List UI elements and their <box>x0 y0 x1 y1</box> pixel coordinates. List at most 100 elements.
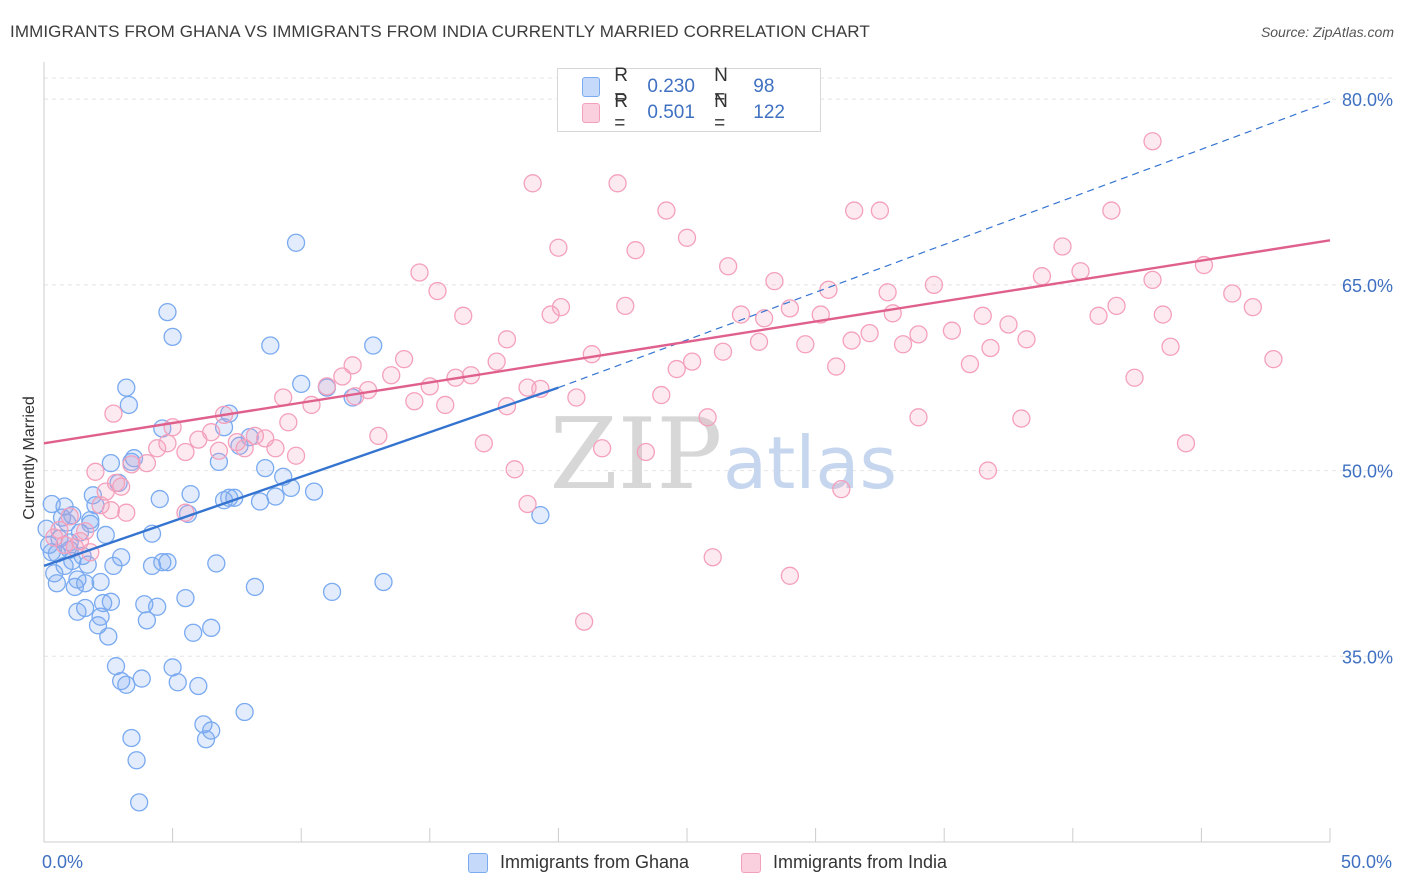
data-point <box>286 446 306 465</box>
data-point <box>523 174 542 193</box>
data-point <box>1153 305 1172 324</box>
data-point <box>428 281 447 301</box>
data-point <box>266 487 285 506</box>
n-label: N = <box>714 91 728 134</box>
data-point <box>541 305 560 324</box>
y-tick-labels: 35.0% 50.0% 65.0% 80.0% <box>1342 90 1393 667</box>
gridlines <box>44 77 1394 657</box>
data-point <box>70 531 90 551</box>
data-point <box>626 241 645 260</box>
axes <box>43 62 1331 843</box>
data-point <box>878 283 897 302</box>
data-point <box>47 574 67 593</box>
data-point <box>196 730 216 749</box>
data-point <box>235 439 254 458</box>
data-point <box>574 612 594 631</box>
data-point <box>142 556 162 576</box>
legend-item-india[interactable]: Immigrants from India <box>741 852 947 873</box>
legend-label-india: Immigrants from India <box>773 852 948 872</box>
data-point <box>1125 368 1144 387</box>
data-point <box>893 335 913 354</box>
data-point <box>101 453 121 473</box>
data-point <box>1089 306 1108 325</box>
data-point <box>978 461 998 480</box>
data-point <box>369 426 388 446</box>
data-point <box>304 482 324 501</box>
data-point <box>780 299 800 318</box>
data-point <box>96 525 115 545</box>
data-point <box>682 352 702 371</box>
data-point <box>474 434 493 453</box>
data-point <box>158 302 177 322</box>
data-point <box>184 623 203 642</box>
data-point <box>176 442 195 462</box>
data-point <box>616 296 635 316</box>
data-point <box>266 439 285 458</box>
trend-extension-ghana <box>558 101 1331 389</box>
data-point <box>924 275 944 295</box>
data-point <box>55 556 74 576</box>
data-point <box>261 336 280 355</box>
data-point <box>909 325 928 344</box>
data-point <box>999 315 1018 334</box>
legend-label-ghana: Immigrants from Ghana <box>500 852 690 872</box>
legend-swatch-india <box>582 103 601 123</box>
data-point <box>1071 262 1090 281</box>
data-point <box>1102 201 1121 220</box>
data-point <box>845 201 864 220</box>
data-point <box>158 553 177 572</box>
data-point <box>755 309 774 328</box>
data-point <box>518 494 537 514</box>
stats-row-ghana: R = 0.230 N = 98 <box>582 65 820 108</box>
data-point <box>292 374 311 394</box>
legend-item-ghana[interactable]: Immigrants from Ghana <box>468 852 689 873</box>
data-point <box>181 484 200 504</box>
data-point <box>122 728 141 748</box>
data-point <box>410 263 429 282</box>
y-tick-label: 65.0% <box>1342 276 1393 296</box>
data-point <box>76 574 95 593</box>
data-point <box>973 306 992 325</box>
data-point <box>101 501 121 520</box>
watermark-zip: ZIP <box>550 398 723 512</box>
data-point <box>364 336 383 355</box>
data-point <box>117 378 136 397</box>
trend-line-india <box>43 239 1331 445</box>
watermark: ZIP atlas <box>550 398 897 512</box>
trend-lines <box>43 101 1331 568</box>
data-point <box>592 439 612 458</box>
data-point <box>117 675 136 694</box>
source-label: Source: ZipAtlas.com <box>1260 24 1394 40</box>
data-point <box>749 332 769 351</box>
data-point <box>76 522 95 541</box>
data-point <box>202 618 221 637</box>
data-point <box>127 751 146 770</box>
data-point <box>497 330 517 349</box>
data-point <box>137 453 157 473</box>
legend-swatch-ghana <box>582 77 601 97</box>
x-tick-max: 50.0% <box>1340 852 1392 872</box>
data-point <box>91 607 110 626</box>
data-point <box>942 321 962 340</box>
watermark-atlas: atlas <box>723 421 897 505</box>
data-point <box>104 556 123 576</box>
data-point <box>652 385 671 405</box>
data-point <box>1143 132 1162 151</box>
data-point <box>68 602 87 621</box>
data-point <box>122 455 141 474</box>
data-point <box>374 572 393 592</box>
data-point <box>909 408 928 427</box>
y-tick-label: 35.0% <box>1342 647 1393 667</box>
r-value-india: 0.501 <box>647 102 695 123</box>
data-point <box>870 201 890 220</box>
data-point <box>582 345 601 364</box>
data-point <box>60 507 79 526</box>
data-point <box>333 367 352 386</box>
data-point <box>150 489 169 509</box>
data-point <box>960 354 980 374</box>
data-point <box>65 577 85 597</box>
data-point <box>713 342 733 361</box>
r-label: R = <box>614 65 628 108</box>
data-point <box>91 572 110 592</box>
data-point <box>832 479 851 499</box>
